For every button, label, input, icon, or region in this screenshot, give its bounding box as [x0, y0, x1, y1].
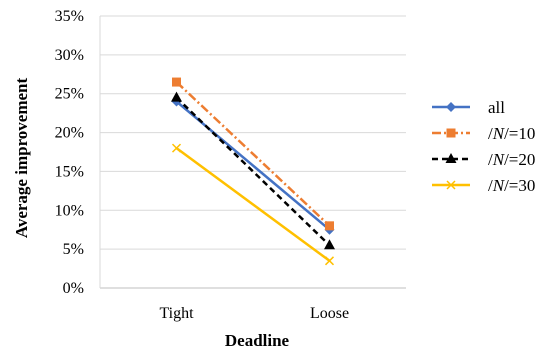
data-point [325, 221, 334, 231]
data-point [324, 256, 335, 266]
legend-item: /N/=30 [432, 176, 535, 195]
legend-marker [445, 153, 457, 163]
legend-marker [446, 180, 456, 190]
x-tick-label: Loose [310, 305, 349, 322]
x-tick-label: Tight [159, 305, 194, 322]
data-point [172, 77, 181, 87]
legend-item: /N/=20 [432, 150, 535, 169]
x-axis-title: Deadline [225, 331, 290, 350]
y-tick-label: 35% [55, 8, 84, 25]
y-tick-label: 5% [63, 241, 84, 258]
legend-item: /N/=10 [432, 124, 535, 143]
y-axis-title: Average improvement [12, 77, 31, 238]
y-tick-label: 25% [55, 86, 84, 103]
series-line [175, 81, 331, 227]
y-tick-label: 15% [55, 163, 84, 180]
gridlines [99, 15, 406, 289]
legend-label: /N/=30 [488, 176, 535, 195]
legend-marker [446, 102, 456, 112]
legend-label: all [488, 98, 505, 117]
data-point [171, 91, 182, 102]
x-tick-labels: Tight Loose [159, 305, 349, 322]
data-point [171, 143, 182, 153]
y-tick-label: 30% [55, 47, 84, 64]
legend-marker [446, 128, 456, 138]
legend: all/N/=10/N/=20/N/=30 [432, 98, 535, 195]
y-tick-labels: 0% 5% 10% 15% 20% 25% 30% 35% [55, 8, 84, 297]
series-line [175, 96, 331, 247]
legend-label: /N/=10 [488, 124, 535, 143]
y-tick-label: 10% [55, 202, 84, 219]
legend-item: all [432, 98, 505, 117]
data-point [324, 239, 335, 250]
y-tick-label: 0% [63, 280, 84, 297]
legend-label: /N/=20 [488, 150, 535, 169]
series-line [175, 147, 331, 262]
series-lines [171, 77, 335, 266]
y-tick-label: 20% [55, 125, 84, 142]
